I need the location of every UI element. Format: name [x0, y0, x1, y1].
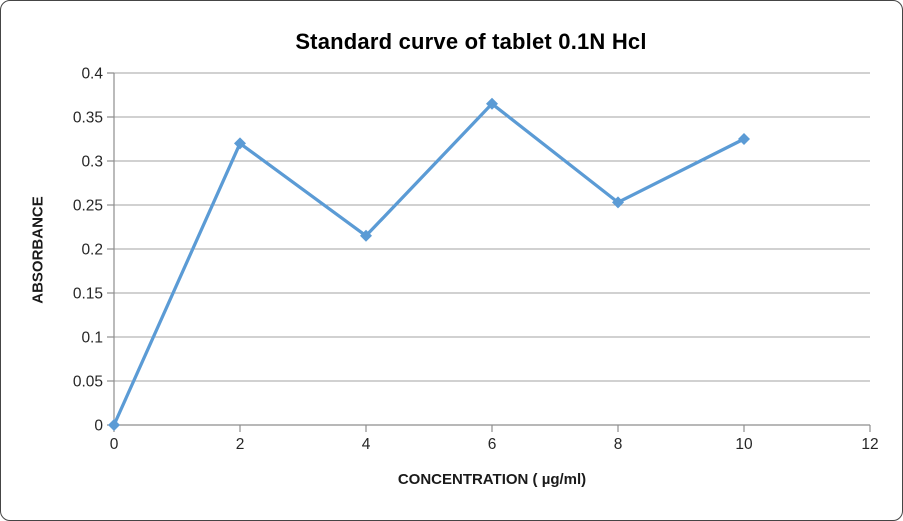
y-tick-label: 0.25 [73, 198, 103, 215]
y-tick-label: 0.1 [81, 330, 103, 347]
chart-title: Standard curve of tablet 0.1N Hcl [295, 29, 647, 54]
y-tick-label: 0.2 [81, 242, 103, 259]
y-tick-label: 0 [94, 418, 103, 435]
y-tick-label: 0.3 [81, 154, 103, 171]
data-point-marker [360, 229, 372, 242]
x-tick-label: 2 [236, 436, 245, 453]
data-point-marker [612, 196, 624, 209]
x-tick-label: 12 [861, 436, 878, 453]
data-point-marker [738, 133, 750, 145]
x-tick-label: 10 [735, 436, 753, 453]
y-tick-label: 0.35 [73, 110, 103, 127]
data-point-marker [108, 419, 120, 431]
x-tick-label: 6 [488, 436, 497, 453]
y-tick-label: 0.15 [73, 286, 103, 303]
x-tick-label: 4 [362, 436, 371, 453]
data-point-marker [486, 97, 498, 110]
series-line [112, 102, 746, 427]
x-axis-title: CONCENTRATION ( µg/ml) [397, 471, 587, 488]
x-tick-label: 8 [614, 436, 623, 453]
y-tick-label: 0.4 [81, 66, 103, 83]
data-point-marker [234, 137, 246, 150]
x-tick-label: 0 [110, 436, 119, 453]
y-tick-label: 0.05 [73, 374, 103, 391]
